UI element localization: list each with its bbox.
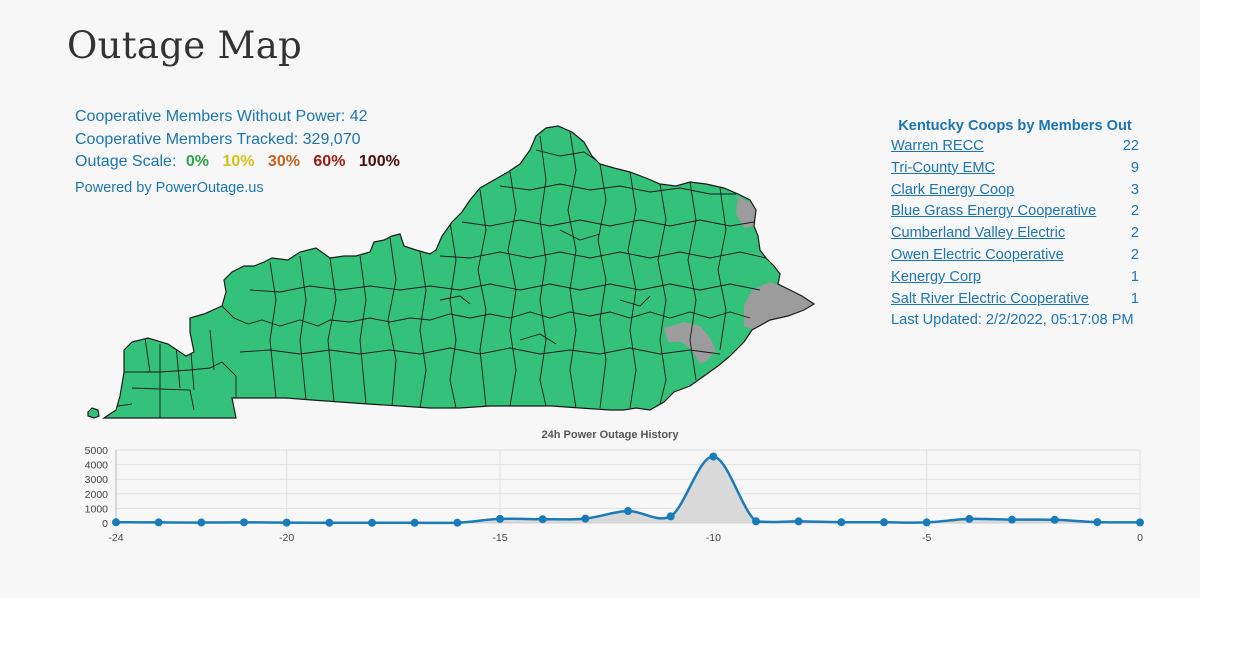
data-point[interactable] [538,515,547,524]
x-tick-label: -20 [279,532,294,544]
data-point[interactable] [240,518,248,527]
data-point[interactable] [624,507,632,516]
data-point[interactable] [1008,515,1016,524]
x-tick-label: 0 [1137,532,1143,544]
coop-link[interactable]: Kenergy Corp [891,268,982,285]
scale-0: 0% [185,153,209,170]
y-tick-label: 5000 [85,445,109,457]
coop-row: Salt River Electric Cooperative 1 [891,289,1139,311]
coop-link[interactable]: Tri-County EMC [891,159,996,176]
coop-count: 3 [1130,181,1139,198]
y-tick-label: 3000 [85,474,109,486]
scale-60: 60% [313,153,346,170]
data-point[interactable] [282,518,291,527]
coop-row: Blue Grass Energy Cooperative 2 [891,201,1139,223]
data-point[interactable] [154,518,163,527]
y-tick-label: 1000 [85,503,109,515]
data-point[interactable] [922,518,931,527]
data-point[interactable] [752,517,760,526]
scale-10: 10% [222,153,255,170]
x-tick-label: -24 [108,532,123,544]
chart-x-axis: -24 -20 -15 -10 -5 0 [108,532,1143,544]
x-tick-label: -15 [492,532,507,544]
data-point[interactable] [965,514,974,523]
coop-row: Cumberland Valley Electric 2 [891,223,1139,245]
data-point[interactable] [709,452,718,461]
data-point[interactable] [581,514,590,523]
coop-link[interactable]: Warren RECC [891,138,984,154]
data-point[interactable] [1136,518,1144,527]
coop-row: Tri-County EMC 9 [891,158,1139,180]
x-tick-label: -5 [922,532,931,544]
coop-count: 2 [1130,203,1139,220]
data-point[interactable] [112,518,120,527]
coop-row: Warren RECC 22 [891,136,1139,158]
powered-by-link[interactable]: Powered by PowerOutage.us [75,179,264,196]
scale-100: 100% [358,153,400,170]
outage-scale-label: Outage Scale: [75,153,177,170]
outage-history-chart[interactable]: 24h Power Outage History 0 1000 2000 3000 40… [70,424,1155,549]
coop-count: 22 [1122,138,1139,154]
data-point[interactable] [666,512,675,521]
page-title: Outage Map [67,24,303,67]
y-tick-label: 4000 [85,460,109,472]
coop-count: 9 [1130,159,1139,176]
coop-count: 1 [1130,268,1139,285]
data-point[interactable] [496,514,504,523]
coop-link[interactable]: Salt River Electric Cooperative [891,290,1089,307]
data-point[interactable] [837,518,846,527]
last-updated: Last Updated: 2/2/2022, 05:17:08 PM [891,312,1134,329]
coop-row: Clark Energy Coop 3 [891,180,1139,202]
data-point[interactable] [368,518,376,527]
members-tracked: Cooperative Members Tracked: 329,070 [75,130,361,148]
county-no-data[interactable] [744,282,814,330]
data-point[interactable] [1093,518,1102,527]
coop-link[interactable]: Owen Electric Cooperative [891,246,1064,263]
outage-scale: Outage Scale: 0% 10% 30% 60% 100% [75,151,409,174]
chart-title: 24h Power Outage History [542,429,680,441]
chart-y-axis: 0 1000 2000 3000 4000 5000 [85,445,109,530]
data-point[interactable] [880,518,888,527]
coop-count: 2 [1130,225,1139,242]
stats-panel: Cooperative Members Without Power: 42 Co… [75,106,409,199]
y-tick-label: 2000 [85,489,109,501]
coop-row: Kenergy Corp 1 [891,267,1139,289]
x-tick-label: -10 [706,532,721,544]
y-tick-label: 0 [102,518,108,530]
data-point[interactable] [410,518,419,527]
members-without-power: Cooperative Members Without Power: 42 [75,108,368,125]
data-point[interactable] [325,518,334,527]
coops-title: Kentucky Coops by Members Out [898,118,1132,134]
coops-list: Kentucky Coops by Members Out Warren REC… [891,116,1139,332]
coop-link[interactable]: Blue Grass Energy Cooperative [891,203,1097,220]
coop-link[interactable]: Cumberland Valley Electric [891,225,1066,242]
county-no-data[interactable] [736,196,756,228]
scale-30: 30% [267,153,300,170]
coop-link[interactable]: Clark Energy Coop [891,181,1015,198]
coop-count: 1 [1130,290,1139,307]
chart-points [112,452,1144,527]
data-point[interactable] [197,518,206,527]
main-panel: Outage Map Cooperative Members Without P… [67,24,1155,549]
coop-count: 2 [1130,246,1139,263]
data-point[interactable] [453,518,462,527]
data-point[interactable] [794,517,803,526]
coop-row: Owen Electric Cooperative 2 [891,245,1139,267]
map-fill [88,126,814,418]
kentucky-map[interactable] [80,120,820,422]
data-point[interactable] [1050,515,1059,524]
